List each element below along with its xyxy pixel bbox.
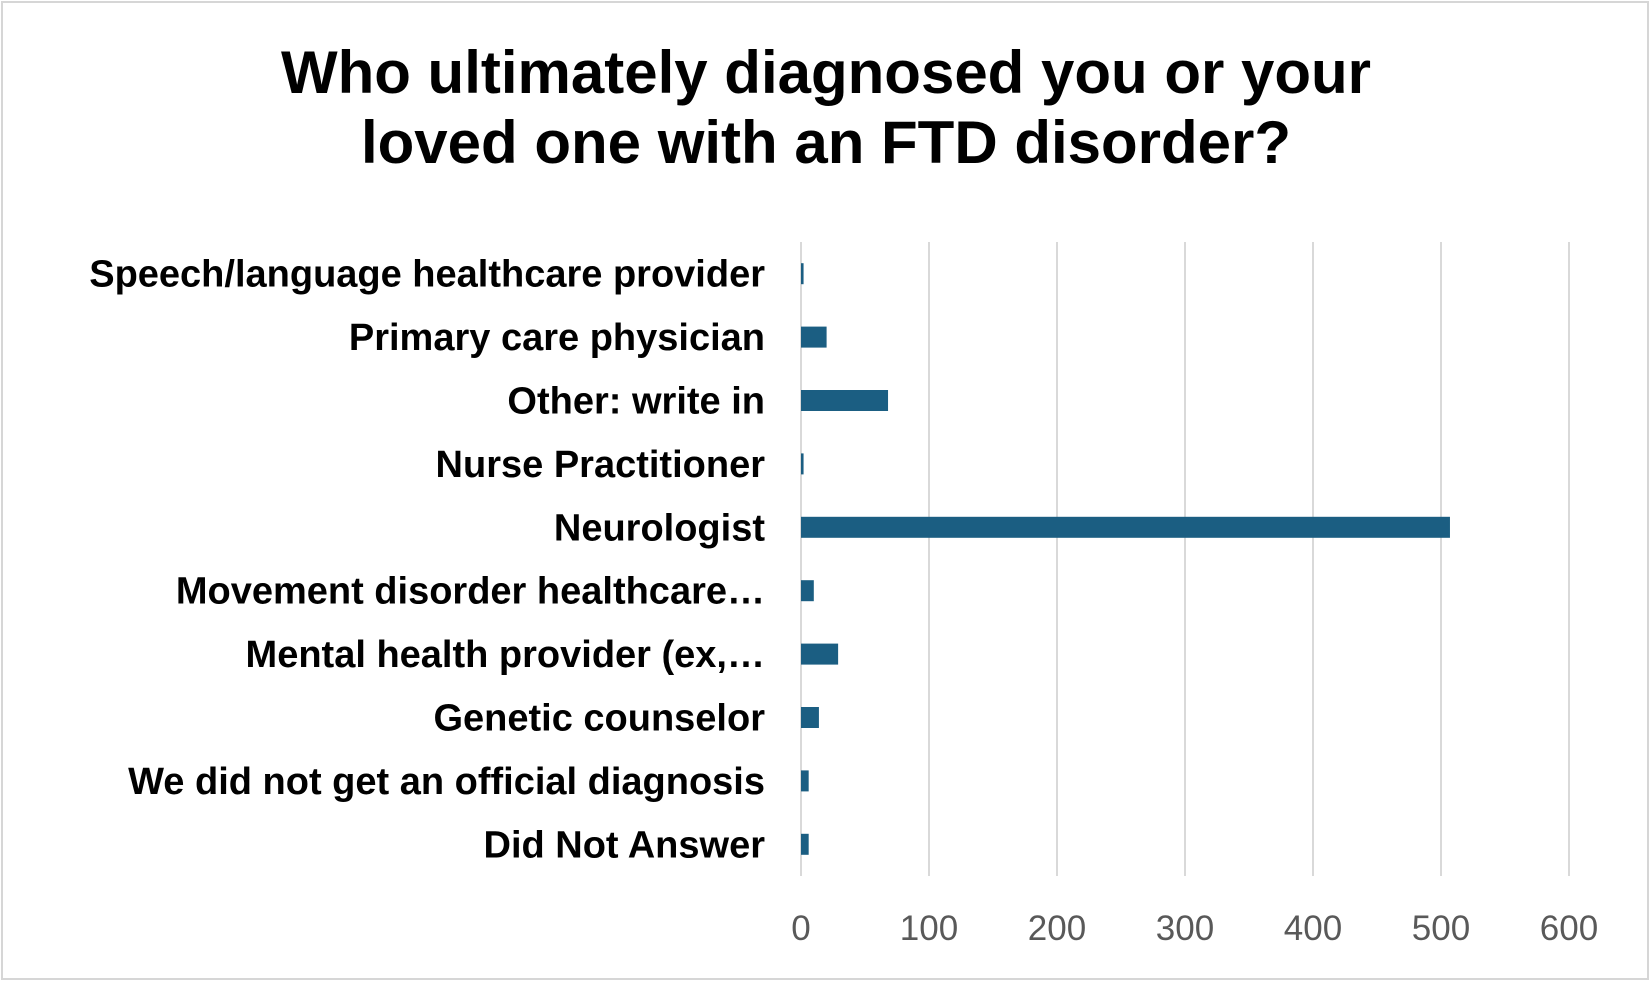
bar-5 <box>801 516 1450 538</box>
bar-4 <box>801 453 804 475</box>
x-axis-tick-labels: 0 100 200 300 400 500 600 <box>791 909 1598 948</box>
category-label-8: Genetic counselor <box>433 698 765 740</box>
category-label-5: Neurologist <box>554 507 765 549</box>
bar-3 <box>801 390 889 411</box>
bar-2 <box>801 326 827 348</box>
chart-title-line-1: Who ultimately diagnosed you or your <box>280 39 1372 106</box>
gridlines <box>800 242 1570 876</box>
category-label-4: Nurse Practitioner <box>436 444 766 486</box>
category-label-3: Other: write in <box>507 381 765 423</box>
category-label-1: Speech/language healthcare provider <box>89 254 765 296</box>
x-tick-label-0: 0 <box>791 909 810 948</box>
x-tick-label-400: 400 <box>1284 909 1342 948</box>
bar-10 <box>801 833 809 855</box>
category-label-7: Mental health provider (ex,… <box>246 634 765 676</box>
bar-8 <box>801 707 819 728</box>
x-tick-label-600: 600 <box>1540 909 1598 948</box>
category-label-9: We did not get an official diagnosis <box>128 761 765 803</box>
x-tick-label-500: 500 <box>1412 909 1470 948</box>
category-label-10: Did Not Answer <box>484 824 766 866</box>
bar-1 <box>801 263 804 285</box>
bars <box>801 263 1450 855</box>
bar-9 <box>801 770 809 792</box>
chart-title-line-2: loved one with an FTD disorder? <box>360 109 1292 176</box>
x-tick-label-200: 200 <box>1028 909 1086 948</box>
category-label-2: Primary care physician <box>349 317 765 359</box>
x-tick-label-300: 300 <box>1156 909 1214 948</box>
x-tick-label-100: 100 <box>900 909 958 948</box>
bar-7 <box>801 643 839 665</box>
bar-6 <box>801 580 814 602</box>
category-label-6: Movement disorder healthcare… <box>176 571 765 613</box>
category-labels: Speech/language healthcare provider Prima… <box>89 254 765 867</box>
chart-title: Who ultimately diagnosed you or your lov… <box>0 38 1652 178</box>
